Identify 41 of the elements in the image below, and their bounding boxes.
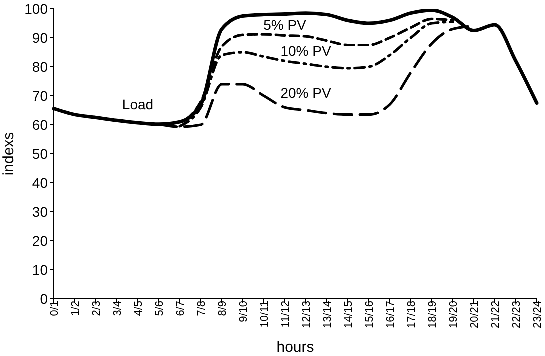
x-tick-label: 4/5 — [132, 301, 145, 316]
annotation: Load — [122, 96, 154, 113]
x-tick-label: 7/8 — [196, 301, 208, 316]
y-tick-label: 70 — [32, 88, 48, 104]
x-tick-label: 18/19 — [426, 301, 439, 329]
y-tick-label: 80 — [32, 58, 48, 75]
x-tick-label: 9/10 — [238, 301, 250, 322]
x-tick-label: 19/20 — [448, 301, 460, 329]
y-tick-label: 100 — [24, 0, 48, 17]
x-tick-label: 11/12 — [280, 301, 292, 328]
x-tick-label: 12/13 — [300, 301, 313, 329]
y-tick-label: 0 — [40, 290, 48, 307]
x-tick-label: 5/6 — [154, 301, 166, 316]
y-axis-title: indexs — [0, 132, 18, 176]
annotation: 10% PV — [280, 43, 332, 60]
y-tick-label: 40 — [32, 174, 48, 191]
x-tick-label: 0/1 — [48, 301, 61, 316]
y-tick-label: 90 — [32, 30, 48, 46]
x-tick-label: 14/15 — [342, 301, 355, 329]
x-axis-title: hours — [276, 339, 314, 356]
x-tick-label: 3/4 — [112, 301, 124, 316]
x-tick-label: 23/24 — [532, 301, 544, 329]
x-tick-label: 16/17 — [384, 301, 397, 329]
annotation: 5% PV — [264, 16, 308, 33]
y-tick-label: 60 — [32, 116, 48, 133]
x-tick-label: 20/21 — [468, 301, 481, 329]
x-tick-label: 10/11 — [258, 301, 271, 328]
y-tick-label: 50 — [32, 146, 48, 162]
x-tick-label: 21/22 — [490, 301, 502, 329]
x-tick-label: 22/23 — [510, 301, 523, 329]
y-tick-label: 10 — [32, 262, 48, 278]
x-tick-label: 2/3 — [90, 301, 103, 316]
x-tick-label: 13/14 — [322, 301, 334, 329]
x-tick-label: 6/7 — [174, 301, 187, 316]
x-tick-label: 1/2 — [70, 301, 82, 316]
x-tick-label: 15/16 — [364, 301, 376, 329]
y-tick-label: 20 — [32, 232, 48, 249]
x-tick-label: 17/18 — [406, 301, 418, 329]
x-tick-label: 8/9 — [216, 301, 229, 316]
y-tick-label: 30 — [32, 204, 48, 220]
annotation: 20% PV — [280, 85, 332, 102]
